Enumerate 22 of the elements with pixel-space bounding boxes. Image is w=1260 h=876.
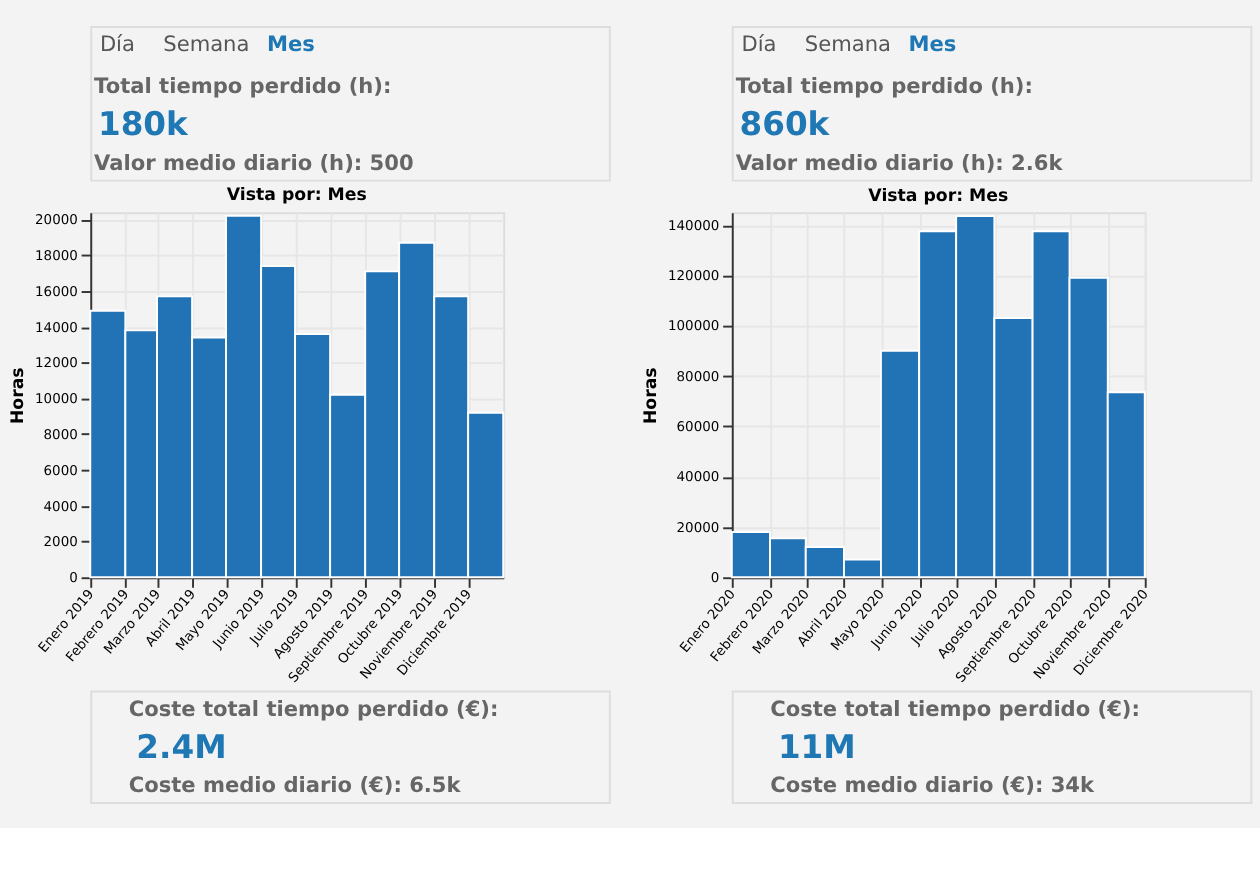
chart-title: Vista por: Mes xyxy=(868,186,1009,207)
y-axis-title: Horas xyxy=(9,367,30,425)
text: Coste medio diario (€): 34k xyxy=(770,774,1097,799)
text: Día xyxy=(99,32,135,57)
text: Total tiempo perdido (h): xyxy=(94,75,392,100)
text: Valor medio diario (h): 2.6k xyxy=(735,152,1065,177)
y-axis-title: Horas xyxy=(642,367,663,425)
text: Semana xyxy=(804,32,891,57)
text: Coste medio diario (€): 6.5k xyxy=(128,774,463,799)
text: 2.4M xyxy=(136,727,227,766)
text: Día xyxy=(741,32,777,57)
text: Semana xyxy=(163,32,250,57)
text: Total tiempo perdido (h): xyxy=(735,75,1033,100)
text: 180k xyxy=(97,105,191,144)
text: 860k xyxy=(739,105,832,144)
text: Mes xyxy=(266,32,315,57)
text: Coste total tiempo perdido (€): xyxy=(770,697,1140,722)
text: 11M xyxy=(777,727,856,766)
text: Coste total tiempo perdido (€): xyxy=(128,697,499,722)
chart-title: Vista por: Mes xyxy=(226,186,367,207)
text: Mes xyxy=(908,32,957,57)
text: Valor medio diario (h): 500 xyxy=(94,152,414,177)
